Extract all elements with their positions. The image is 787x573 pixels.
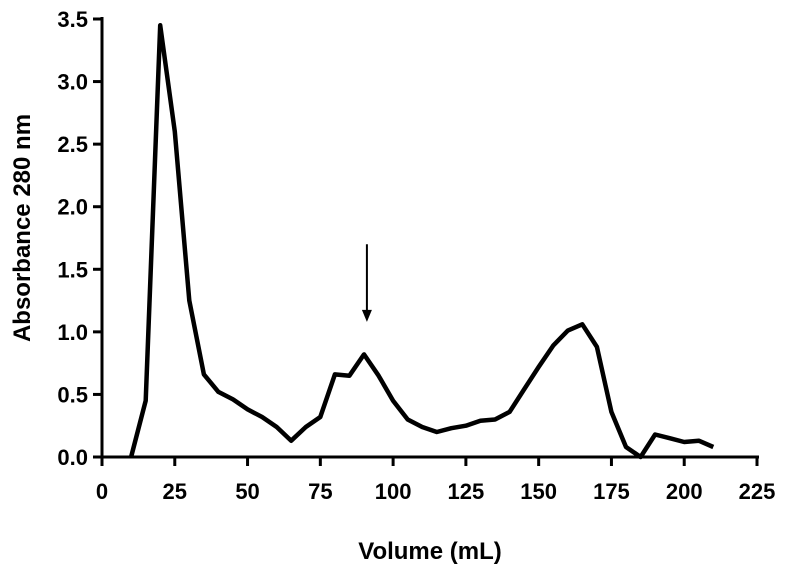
y-tick-label: 0.5 [57,382,88,407]
y-tick-label: 2.0 [57,195,88,220]
y-tick-label: 2.5 [57,132,88,157]
y-tick-label: 3.0 [57,70,88,95]
y-tick-label: 0.0 [57,445,88,470]
x-tick-label: 200 [666,479,703,504]
x-tick-label: 75 [308,479,332,504]
x-tick-label: 175 [593,479,630,504]
peak-arrow-annotation [361,244,372,322]
x-axis-title: Volume (mL) [358,538,502,565]
absorbance-series-line [128,23,715,460]
arrow-head [361,309,372,322]
y-tick-label: 1.5 [57,257,88,282]
y-tick-label: 1.0 [57,320,88,345]
x-axis: 0 25 50 75 100 125 150 175 200 225 [96,455,776,504]
x-tick-label: 0 [96,479,108,504]
x-tick-label: 225 [739,479,776,504]
x-tick-label: 100 [375,479,412,504]
y-axis: 0.0 0.5 1.0 1.5 2.0 2.5 3.0 3.5 [57,7,104,470]
x-tick-label: 125 [448,479,485,504]
y-axis-title: Absorbance 280 nm [9,114,36,342]
x-tick-label: 150 [520,479,557,504]
y-tick-label: 3.5 [57,7,88,32]
x-tick-label: 50 [235,479,259,504]
x-tick-label: 25 [163,479,187,504]
